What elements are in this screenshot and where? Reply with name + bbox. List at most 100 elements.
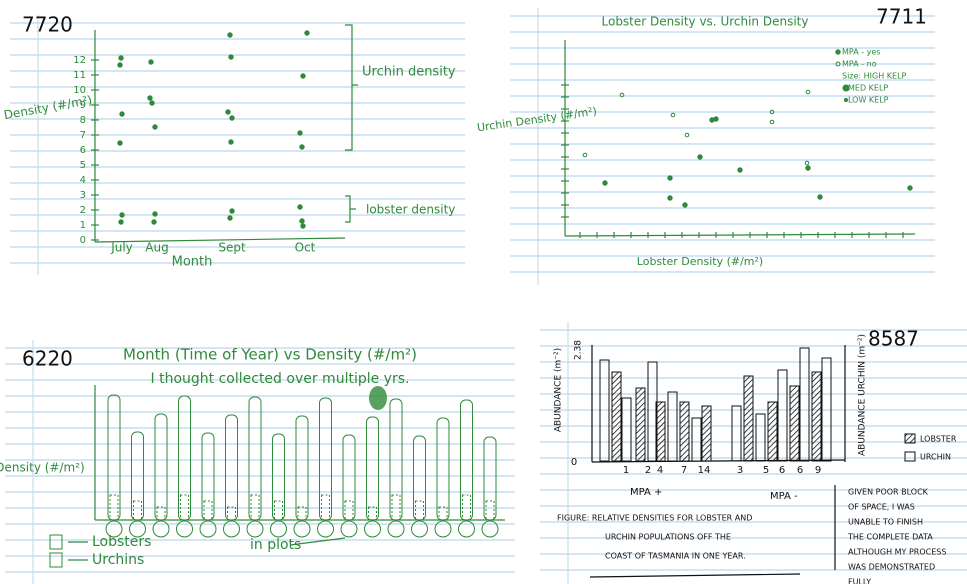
x-tick-label: 6 bbox=[797, 465, 803, 476]
caption-line: FIGURE: RELATIVE DENSITIES FOR LOBSTER A… bbox=[557, 514, 752, 523]
x-tick-circle bbox=[318, 521, 334, 537]
pen-dot bbox=[738, 168, 742, 172]
sketch-bar bbox=[692, 418, 701, 461]
pen-dot bbox=[603, 181, 607, 185]
sketch-bar bbox=[179, 396, 191, 520]
figure-id: 7720 bbox=[22, 13, 73, 37]
sketch-bar bbox=[437, 418, 449, 520]
pen-dot bbox=[150, 101, 154, 105]
sketch-bar bbox=[812, 372, 821, 461]
x-tick-label: 1 bbox=[623, 465, 629, 476]
sketch-bar bbox=[320, 398, 332, 520]
sketch-bar-fill bbox=[345, 501, 353, 520]
pen-dot bbox=[230, 209, 234, 213]
legend-swatch bbox=[905, 452, 915, 461]
x-tick-label: 7 bbox=[681, 465, 687, 476]
sketch-bar bbox=[273, 434, 285, 520]
pen-dot bbox=[818, 195, 822, 199]
x-axis-label: Lobster Density (#/m²) bbox=[637, 255, 763, 268]
x-tick-circle bbox=[153, 521, 169, 537]
sketch-bar-fill bbox=[157, 507, 165, 520]
pen-dot bbox=[226, 110, 230, 114]
y-axis-label: ABUNDANCE (m⁻²) bbox=[554, 348, 564, 432]
x-tick-circle bbox=[412, 521, 428, 537]
legend-entry: Urchins bbox=[92, 552, 144, 568]
page: 77200123456789101112JulyAugSeptOctMonthD… bbox=[0, 0, 967, 584]
y-tick-label: 0 bbox=[571, 457, 577, 468]
x-tick-circle bbox=[435, 521, 451, 537]
sketch-bar bbox=[296, 416, 308, 520]
x-tick-label: 4 bbox=[657, 465, 663, 476]
x-tick-label: 5 bbox=[763, 465, 769, 476]
sketch-bar bbox=[249, 397, 261, 520]
pen-dot bbox=[153, 125, 157, 129]
sketch-bar bbox=[656, 402, 665, 461]
caption-line: URCHIN POPULATIONS OFF THE bbox=[605, 533, 731, 542]
sketch-bar bbox=[790, 386, 799, 461]
note-line: THE COMPLETE DATA bbox=[847, 533, 933, 542]
x-tick-circle bbox=[459, 521, 475, 537]
title: Lobster Density vs. Urchin Density bbox=[602, 15, 809, 29]
x-tick-label: Aug bbox=[145, 241, 168, 255]
y-tick-label: 6 bbox=[80, 145, 86, 156]
sketch-bar bbox=[108, 395, 120, 520]
pen-dot bbox=[120, 213, 124, 217]
sketch-bar bbox=[800, 348, 809, 461]
annotation: in plots bbox=[250, 537, 301, 553]
pen-dot bbox=[230, 116, 234, 120]
pen-dot bbox=[301, 74, 305, 78]
legend-entry: LOBSTER bbox=[920, 435, 957, 444]
x-tick-label: July bbox=[110, 241, 133, 255]
x-tick-circle bbox=[224, 521, 240, 537]
legend-entry: URCHIN bbox=[920, 453, 951, 462]
pen-stroke bbox=[565, 234, 915, 236]
sketch-bar bbox=[756, 414, 765, 461]
legend-swatch bbox=[905, 434, 915, 443]
pen-dot bbox=[668, 196, 672, 200]
x-tick-label: 6 bbox=[779, 465, 785, 476]
note-line: OF SPACE, I WAS bbox=[848, 503, 915, 512]
pen-dot bbox=[806, 90, 810, 94]
group-label: MPA + bbox=[630, 487, 662, 498]
annotation: Urchin density bbox=[362, 65, 456, 80]
legend-entry: Size: HIGH KELP bbox=[842, 72, 907, 81]
lined-paper bbox=[5, 8, 967, 584]
legend-box bbox=[50, 553, 62, 567]
scribble bbox=[369, 386, 387, 410]
pen-dot bbox=[228, 33, 232, 37]
bracket bbox=[345, 196, 356, 222]
sketch-bar bbox=[155, 414, 167, 520]
group-label: MPA - bbox=[770, 491, 798, 502]
x-tick-circle bbox=[365, 521, 381, 537]
sketch-bar bbox=[612, 372, 621, 461]
y-tick-label: 8 bbox=[80, 115, 86, 126]
x-tick-label: 2 bbox=[645, 465, 651, 476]
x-tick-label: Oct bbox=[295, 241, 316, 255]
x-tick-circle bbox=[388, 521, 404, 537]
pen-dot bbox=[698, 155, 702, 159]
figure-id: 8587 bbox=[868, 327, 919, 351]
legend-entry: LOW KELP bbox=[848, 96, 889, 105]
y-tick-label: 5 bbox=[80, 160, 86, 171]
pen-dot bbox=[300, 145, 304, 149]
x-tick-circle bbox=[271, 521, 287, 537]
figure-id: 7711 bbox=[876, 5, 927, 29]
pen-dot bbox=[120, 112, 124, 116]
legend-entry: MPA - no bbox=[842, 60, 877, 69]
y-axis-label: ABUNDANCE URCHIN (m⁻²) bbox=[858, 334, 868, 456]
sketch-bar bbox=[778, 370, 787, 461]
pen-dot bbox=[836, 50, 840, 54]
pen-dot bbox=[298, 131, 302, 135]
sketch-bar-fill bbox=[204, 501, 212, 520]
y-tick-label: 11 bbox=[73, 70, 86, 81]
sketch-bar bbox=[622, 398, 631, 461]
sketch-bar-fill bbox=[439, 507, 447, 520]
pen-dot bbox=[908, 186, 912, 190]
pen-dot bbox=[714, 117, 718, 121]
note-line: GIVEN POOR BLOCK bbox=[848, 488, 929, 497]
x-tick-circle bbox=[177, 521, 193, 537]
pen-dot bbox=[118, 141, 122, 145]
sketch-bar-fill bbox=[134, 501, 142, 520]
y-tick-label: 2 bbox=[80, 205, 86, 216]
y-tick-label: 12 bbox=[73, 55, 86, 66]
